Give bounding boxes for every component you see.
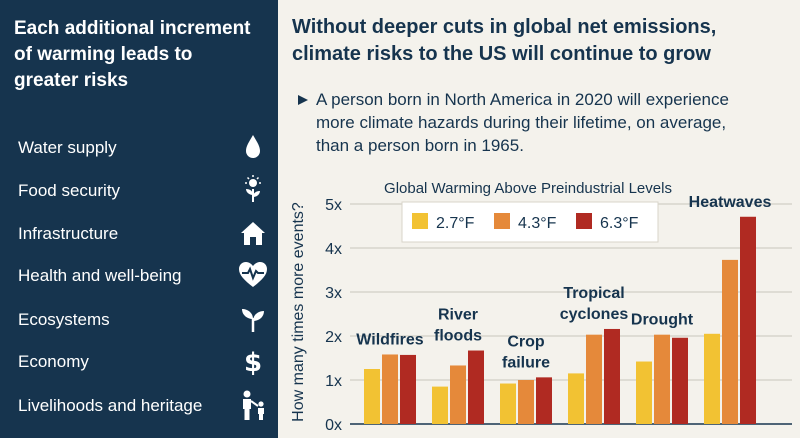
risk-panel-title: Each additional increment of warming lea…: [14, 16, 274, 94]
category-label: River: [438, 307, 478, 324]
projection-title-line: Without deeper cuts in global net emissi…: [292, 16, 717, 38]
category-label: Crop: [507, 333, 545, 350]
house-icon: [236, 216, 270, 250]
family-icon: [236, 388, 270, 422]
y-tick-label: 3x: [325, 285, 342, 302]
hazard-statement: A person born in North America in 2020 w…: [316, 88, 786, 157]
category-label: floods: [434, 328, 482, 345]
projection-title: Without deeper cuts in global net emissi…: [292, 14, 792, 68]
bar: [400, 354, 416, 424]
risk-item-label: Economy: [18, 352, 89, 371]
risk-item-label: Infrastructure: [18, 224, 119, 243]
legend-label: 4.3°F: [518, 215, 557, 232]
bar: [432, 386, 448, 424]
bar: [586, 334, 602, 424]
risk-item-health: Health and well-being: [18, 258, 270, 294]
bar: [568, 373, 584, 424]
bar: [740, 216, 756, 424]
category-label: Heatwaves: [689, 194, 772, 211]
risk-title-line: greater risks: [14, 70, 129, 91]
category-labels: Wildfires River floods Crop failure Tropical c…: [356, 194, 771, 372]
risk-item-infrastructure: Infrastructure: [18, 216, 270, 252]
seedling-icon: [236, 302, 270, 336]
legend-swatch: [494, 213, 510, 229]
y-axis-label: How many times more events?: [290, 202, 307, 422]
bullet-arrow-icon: [298, 95, 308, 105]
statement-line: A person born in North America in 2020 w…: [316, 90, 729, 109]
chart-title: Global Warming Above Preindustrial Level…: [384, 180, 672, 197]
water-drop-icon: [236, 130, 270, 164]
dollar-icon: $: [236, 344, 270, 378]
y-tick-label: 4x: [325, 241, 342, 258]
bar: [364, 369, 380, 424]
statement-line: than a person born in 1965.: [316, 136, 524, 155]
risk-item-water-supply: Water supply: [18, 130, 270, 166]
risk-title-line: Each additional increment: [14, 18, 251, 39]
projection-title-line: climate risks to the US will continue to…: [292, 43, 711, 65]
risk-item-label: Ecosystems: [18, 310, 110, 329]
legend-box: [401, 201, 659, 243]
chart-bars: [364, 216, 756, 424]
risk-item-livelihoods: Livelihoods and heritage: [18, 388, 270, 424]
bar: [722, 259, 738, 424]
legend-swatch: [576, 213, 592, 229]
risk-panel: Each additional increment of warming lea…: [0, 0, 278, 438]
bar: [672, 337, 688, 424]
bar: [518, 380, 534, 424]
risk-item-economy: Economy $: [18, 344, 270, 380]
bar: [468, 350, 484, 424]
svg-text:$: $: [244, 348, 262, 378]
category-label: failure: [502, 354, 550, 371]
bar: [450, 365, 466, 424]
category-label: Drought: [631, 312, 694, 329]
statement-line: more climate hazards during their lifeti…: [316, 113, 727, 132]
legend-swatch: [412, 213, 428, 229]
chart-legend: 2.7°F 4.3°F 6.3°F: [401, 201, 659, 243]
risk-item-label: Health and well-being: [18, 266, 182, 285]
risk-item-label: Food security: [18, 181, 121, 200]
y-axis-ticks: 0x 1x 2x 3x 4x 5x: [325, 197, 342, 434]
bar: [636, 361, 652, 424]
category-label: Tropical: [563, 285, 624, 302]
bar: [382, 354, 398, 424]
heart-pulse-icon: [236, 258, 270, 292]
projection-panel: Without deeper cuts in global net emissi…: [278, 0, 800, 438]
risk-item-label: Livelihoods and heritage: [18, 396, 203, 415]
category-label: cyclones: [560, 306, 629, 323]
sprout-sun-icon: [236, 173, 270, 207]
y-tick-label: 1x: [325, 373, 342, 390]
y-tick-label: 5x: [325, 197, 342, 214]
bar: [604, 328, 620, 424]
bar: [536, 377, 552, 424]
risk-item-label: Water supply: [18, 138, 117, 157]
risk-title-line: of warming leads to: [14, 44, 193, 65]
legend-label: 6.3°F: [600, 215, 639, 232]
bar: [654, 334, 670, 424]
hazard-bar-chart: Global Warming Above Preindustrial Level…: [290, 180, 792, 434]
legend-label: 2.7°F: [436, 215, 475, 232]
y-tick-label: 0x: [325, 417, 342, 434]
risk-item-ecosystems: Ecosystems: [18, 302, 270, 338]
bar: [704, 333, 720, 424]
category-label: Wildfires: [356, 331, 424, 348]
bar: [500, 383, 516, 424]
y-tick-label: 2x: [325, 329, 342, 346]
risk-item-food-security: Food security: [18, 173, 270, 209]
